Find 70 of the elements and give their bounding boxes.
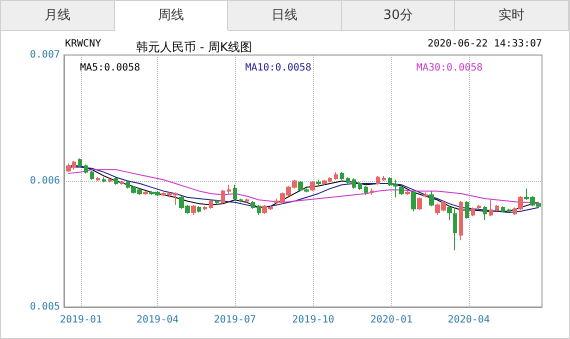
- text: MA30:0.0058: [416, 62, 483, 74]
- candlestick: [495, 204, 499, 212]
- x-tick-label: 2019-01: [60, 314, 102, 326]
- x-tick-label: 2019-04: [136, 314, 179, 326]
- candlestick: [191, 204, 196, 216]
- text: 月线: [1, 1, 115, 31]
- candlestick: [417, 196, 422, 210]
- candlestick: [102, 176, 106, 183]
- candlestick: [209, 199, 213, 210]
- candlestick: [245, 198, 249, 203]
- candlestick: [346, 176, 350, 184]
- candlestick: [108, 178, 112, 183]
- candlestick: [197, 206, 201, 213]
- text: MA5:0.0058: [80, 62, 140, 74]
- candlestick: [90, 170, 94, 180]
- candlestick: [501, 206, 505, 213]
- candlestick: [143, 190, 148, 196]
- y-tick-label: 0.005: [30, 302, 60, 312]
- x-tick-label: 2020-01: [370, 314, 413, 326]
- candlestick: [358, 182, 362, 190]
- y-tick-label: 0.007: [30, 50, 60, 60]
- candlestick: [399, 186, 404, 196]
- text: 2020-06-22 14:33:07: [428, 38, 542, 50]
- candlestick: [447, 206, 452, 221]
- candlestick: [405, 190, 410, 196]
- candlestick: [257, 204, 261, 216]
- x-tick-label: 2019-10: [292, 314, 334, 326]
- candlestick: [352, 178, 356, 190]
- candlestick: [423, 192, 428, 198]
- text: MA10:0.0058: [245, 62, 312, 74]
- line-series: [68, 169, 540, 203]
- candlestick: [507, 208, 511, 213]
- candlestick: [96, 176, 100, 182]
- candlestick: [84, 164, 88, 174]
- candlestick: [233, 184, 237, 200]
- candlestick: [310, 180, 315, 192]
- text: 周线: [114, 1, 228, 31]
- candlestick: [114, 176, 118, 186]
- text: 实时: [455, 1, 569, 31]
- text: 30分: [342, 1, 456, 31]
- candlestick: [411, 190, 416, 212]
- candlestick: [251, 200, 255, 210]
- candlestick: [465, 200, 469, 220]
- candlestick: [340, 172, 344, 180]
- x-tick-label: 2019-07: [214, 314, 256, 326]
- candlestick: [203, 206, 207, 210]
- candlestick: [316, 179, 321, 187]
- candlestick: [215, 199, 219, 204]
- candlestick: [453, 206, 457, 251]
- candlestick: [221, 189, 225, 204]
- candlestick: [334, 172, 338, 180]
- candlestick: [227, 184, 231, 194]
- candlestick: [78, 158, 82, 168]
- candlestick: [429, 190, 434, 207]
- candlestick: [120, 180, 124, 186]
- text: 日线: [228, 1, 342, 31]
- candlestick: [376, 175, 380, 186]
- candlestick: [382, 175, 386, 182]
- candlestick: [239, 198, 243, 203]
- candlestick: [483, 206, 487, 221]
- candlestick: [471, 206, 475, 217]
- x-tick-label: 2020-04: [448, 314, 490, 326]
- chart-title: 韩元人民币 - 周K线图: [136, 40, 252, 54]
- candlestick: [477, 204, 481, 210]
- y-tick-label: 0.006: [30, 176, 60, 186]
- candlestick: [489, 198, 493, 217]
- candlestick: [364, 186, 368, 196]
- candlestick: [370, 188, 374, 196]
- text: KRWCNY: [65, 38, 102, 50]
- candlestick: [459, 200, 463, 241]
